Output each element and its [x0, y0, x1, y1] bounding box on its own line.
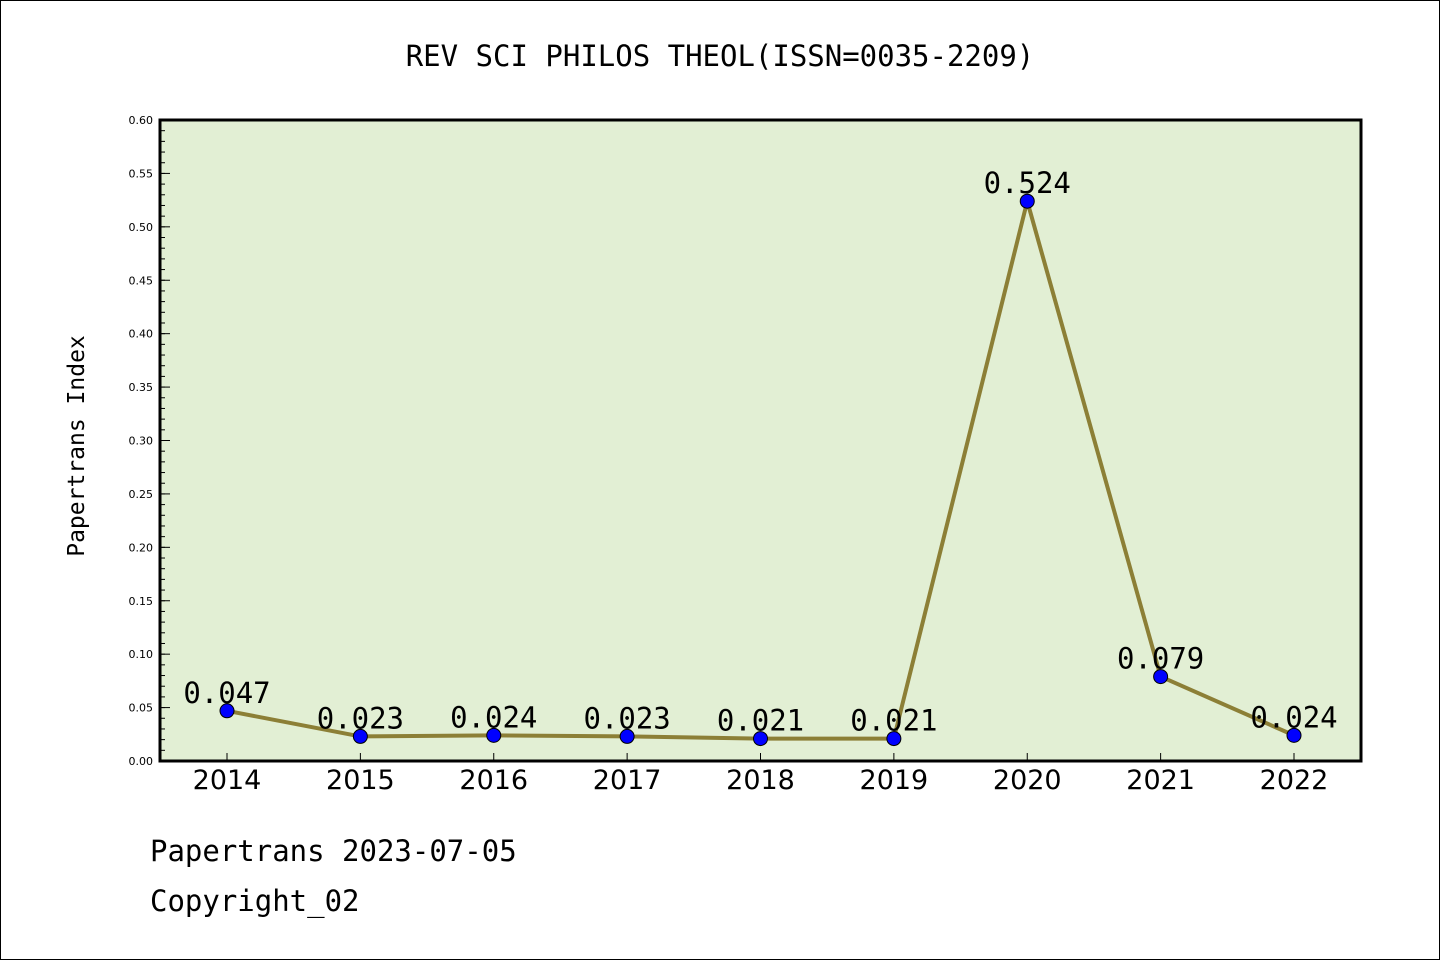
- y-tick-label: 0.35: [129, 381, 154, 394]
- x-tick-label: 2018: [726, 765, 795, 796]
- y-axis: 0.00 0.05 0.10 0.15 0.20 0.25 0.30 0.35 0.40 0.45…: [129, 114, 170, 768]
- data-point: [619, 728, 635, 744]
- x-tick-label: 2014: [193, 765, 262, 796]
- x-tick-label: 2020: [993, 765, 1062, 796]
- data-point: [219, 703, 235, 719]
- x-tick-label: 2021: [1126, 765, 1195, 796]
- footer-copyright: Copyright_02: [150, 884, 360, 918]
- x-tick-label: 2017: [593, 765, 662, 796]
- data-label: 0.524: [984, 166, 1071, 200]
- data-label: 0.021: [717, 704, 804, 738]
- series-layer: 0.047 0.023 0.024 0.023 0.021 0.021 0.524 0.079…: [183, 166, 1338, 747]
- data-label: 0.023: [317, 701, 404, 735]
- y-tick-label: 0.50: [129, 221, 154, 234]
- data-label: 0.023: [583, 701, 670, 735]
- y-tick-label: 0.40: [129, 328, 154, 341]
- y-tick-label: 0.30: [129, 435, 154, 448]
- x-tick-label: 2022: [1260, 765, 1329, 796]
- x-tick-label: 2019: [860, 765, 929, 796]
- data-label: 0.047: [183, 676, 270, 710]
- data-point: [1286, 727, 1302, 743]
- data-label: 0.024: [450, 700, 537, 734]
- y-tick-label: 0.25: [129, 488, 154, 501]
- data-point: [1019, 193, 1035, 209]
- chart-title: REV SCI PHILOS THEOL(ISSN=0035-2209): [406, 39, 1035, 73]
- y-tick-label: 0.05: [129, 702, 154, 715]
- data-point: [1153, 669, 1169, 685]
- y-axis-label: Papertrans Index: [64, 335, 90, 557]
- plot-border: [158, 118, 1363, 763]
- y-tick-label: 0.45: [129, 274, 154, 287]
- y-tick-label: 0.00: [129, 755, 154, 768]
- y-tick-label: 0.55: [129, 167, 154, 180]
- data-point: [486, 727, 502, 743]
- x-axis: 2014 2015 2016 2017 2018 2019 2020 2021 2022: [193, 753, 1329, 796]
- data-point: [886, 731, 902, 747]
- x-tick-label: 2015: [326, 765, 395, 796]
- plot-area: [160, 120, 1361, 761]
- y-tick-label: 0.20: [129, 541, 154, 554]
- data-point: [352, 728, 368, 744]
- data-point: [753, 731, 768, 747]
- x-tick-label: 2016: [459, 765, 528, 796]
- data-label: 0.021: [850, 704, 937, 738]
- y-tick-label: 0.15: [129, 595, 154, 608]
- data-label: 0.079: [1117, 642, 1204, 676]
- data-label: 0.024: [1250, 700, 1337, 734]
- y-tick-label: 0.10: [129, 648, 154, 661]
- footer-source: Papertrans 2023-07-05: [150, 834, 517, 868]
- y-tick-label: 0.60: [129, 114, 154, 127]
